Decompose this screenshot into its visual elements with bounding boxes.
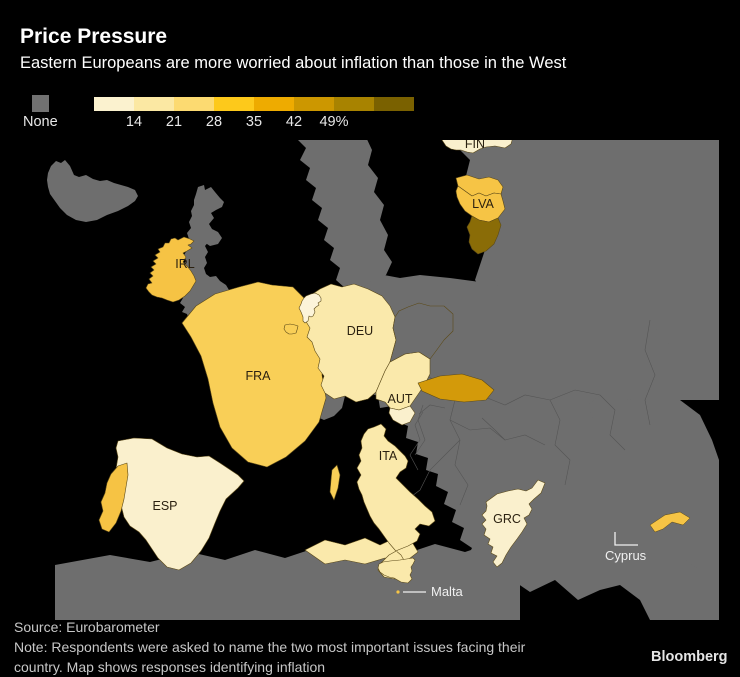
svg-text:DEU: DEU <box>347 324 373 338</box>
svg-text:Cyprus: Cyprus <box>605 548 647 563</box>
svg-text:ESP: ESP <box>152 499 177 513</box>
svg-text:FIN: FIN <box>465 140 485 151</box>
svg-text:AUT: AUT <box>388 392 413 406</box>
svg-text:GRC: GRC <box>493 512 521 526</box>
svg-text:IRL: IRL <box>175 257 195 271</box>
svg-text:FRA: FRA <box>246 369 272 383</box>
svg-text:ITA: ITA <box>379 449 398 463</box>
svg-text:LVA: LVA <box>472 197 494 211</box>
svg-text:Malta: Malta <box>431 584 464 599</box>
